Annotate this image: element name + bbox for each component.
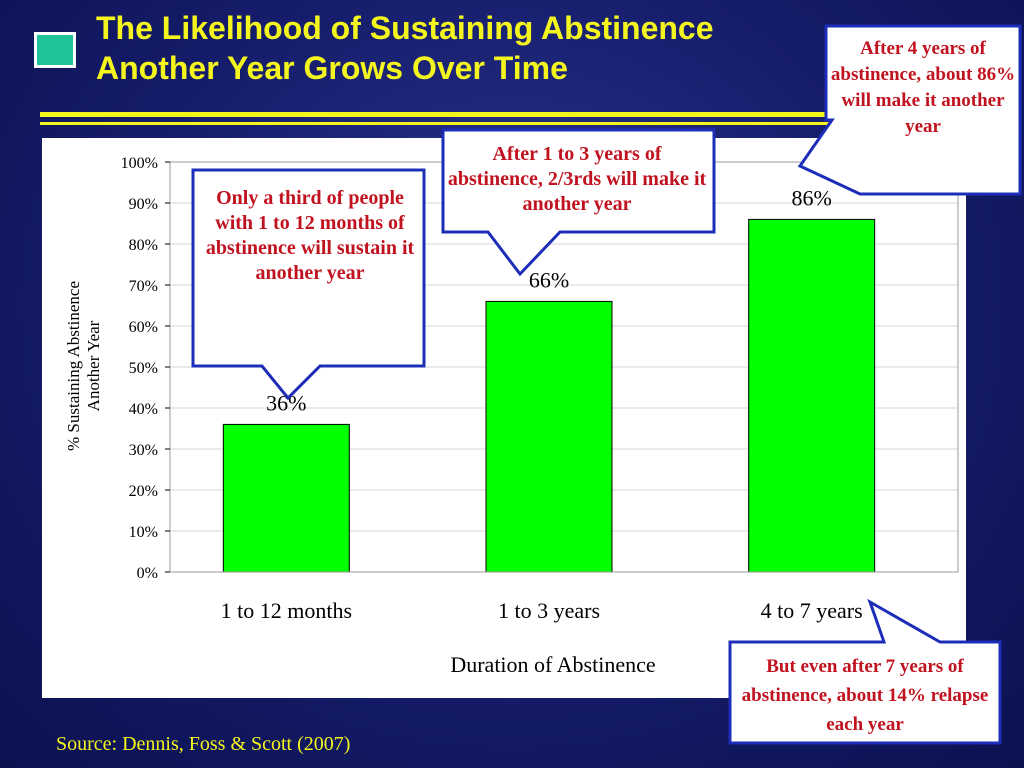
x-axis-title: Duration of Abstinence [450,652,655,677]
title-line-1: The Likelihood of Sustaining Abstinence [96,10,714,46]
y-tick-label: 90% [129,196,158,213]
y-tick-label: 60% [129,319,158,336]
y-tick-label: 30% [129,442,158,459]
y-tick-label: 10% [129,524,158,541]
y-tick-label: 100% [121,155,158,172]
callout-months-text: Only a third of people with 1 to 12 mont… [205,187,415,284]
y-tick-label: 70% [129,278,158,295]
source-citation: Source: Dennis, Foss & Scott (2007) [56,733,351,755]
title-rule-thin [40,122,840,125]
callout-months-bubble [191,168,426,401]
y-tick-label: 80% [129,237,158,254]
title-line-2: Another Year Grows Over Time [96,50,568,86]
callout-relapse-text: But even after 7 years of abstinence, ab… [741,656,989,735]
y-axis-title-line: Another Year [84,320,103,411]
callout-4-years-bubble [797,24,1022,196]
x-category-label: 4 to 7 years [761,598,863,623]
y-axis-title: % Sustaining AbstinenceAnother Year [64,281,103,451]
y-tick-label: 0% [137,565,158,582]
callout-relapse-bubble [728,598,1002,745]
bar [222,423,350,573]
bar-data-label: 66% [529,267,569,292]
callout-1-3-years-text: After 1 to 3 years of abstinence, 2/3rds… [447,143,707,215]
bar-data-label: 86% [792,185,832,210]
y-tick-label: 50% [129,360,158,377]
y-axis-title-line: % Sustaining Abstinence [64,281,83,451]
slide-title: The Likelihood of Sustaining Abstinence … [96,8,856,88]
bar [748,218,876,573]
x-category-label: 1 to 12 months [221,598,352,623]
bar [485,300,613,573]
y-tick-label: 20% [129,483,158,500]
callout-1-3-years-bubble [441,128,716,277]
callout-4-years-text: After 4 years of abstinence, about 86% w… [830,38,1016,137]
title-bullet-square [34,32,76,68]
x-category-label: 1 to 3 years [498,598,600,623]
y-tick-label: 40% [129,401,158,418]
title-rule-thick [40,112,840,117]
